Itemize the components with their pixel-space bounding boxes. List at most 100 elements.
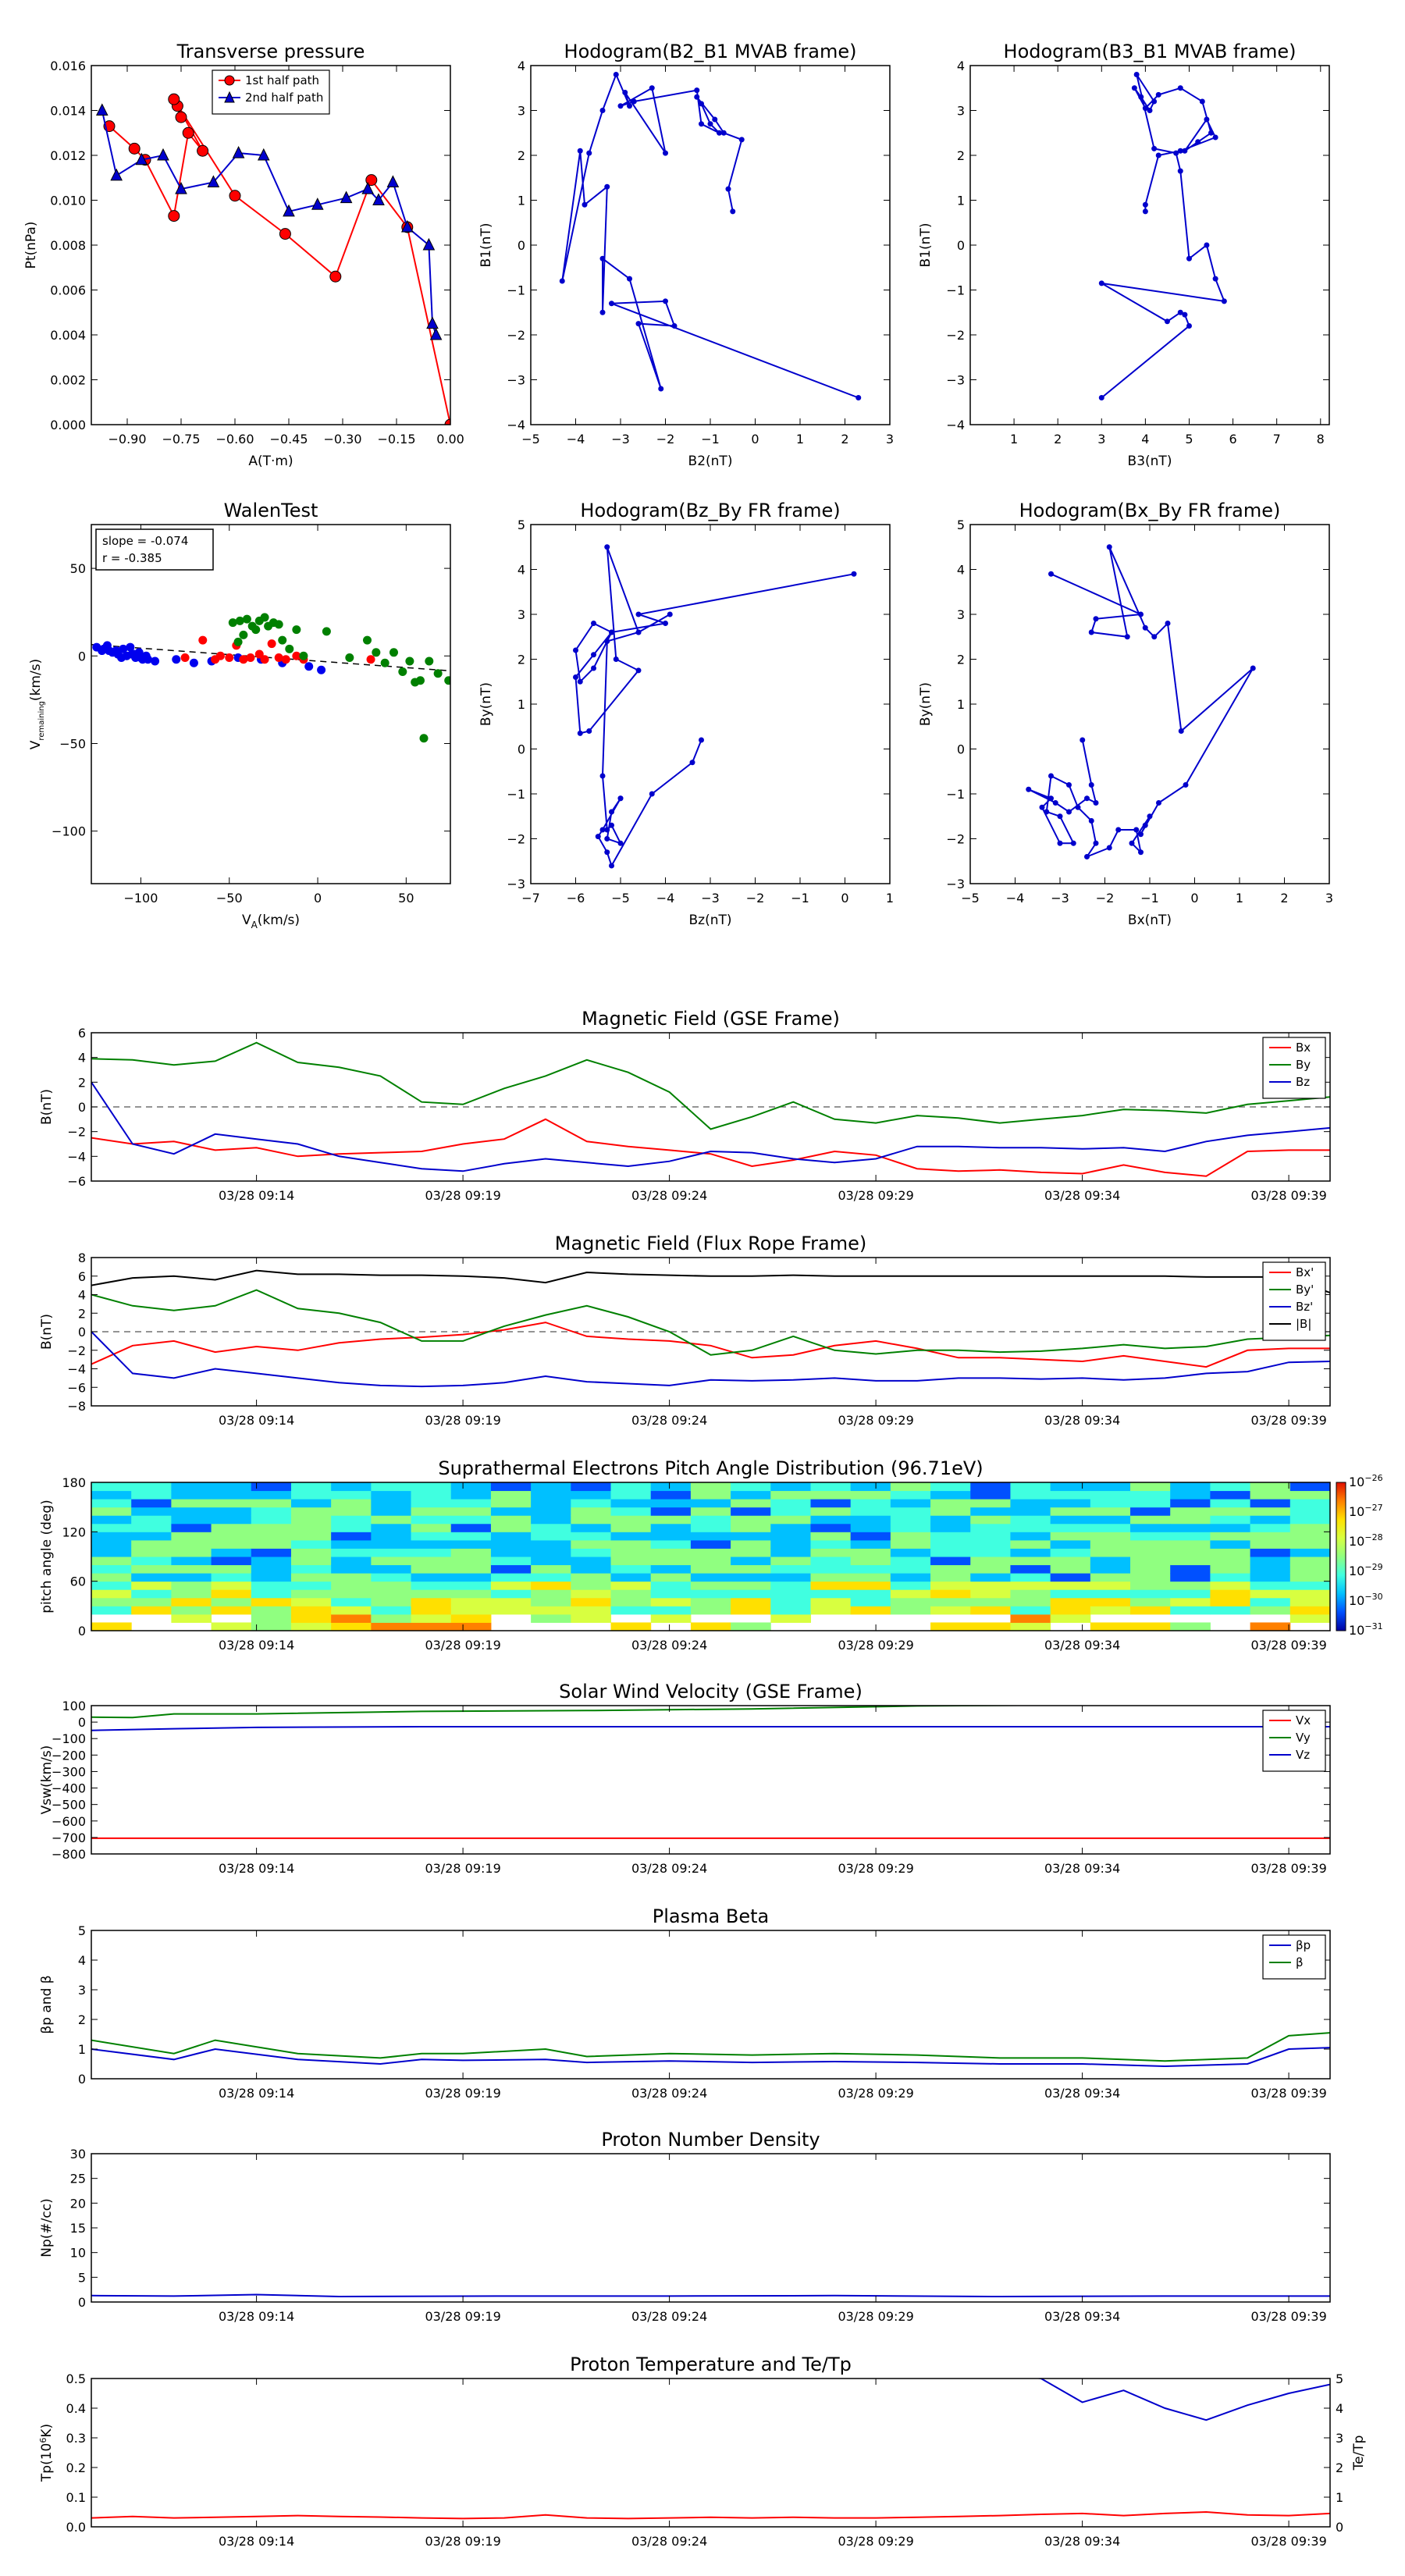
heatmap-cell bbox=[371, 1532, 412, 1541]
x-tick-label: 03/28 09:14 bbox=[219, 2534, 294, 2549]
y-tick-label: 2 bbox=[518, 148, 525, 163]
data-point bbox=[599, 773, 606, 779]
legend-label: |B| bbox=[1296, 1317, 1311, 1331]
heatmap-cell bbox=[211, 1515, 252, 1525]
axes-frame bbox=[91, 524, 451, 884]
heatmap-cell bbox=[1050, 1573, 1091, 1582]
x-tick-label: 03/28 09:29 bbox=[838, 1188, 913, 1203]
data-point bbox=[1186, 323, 1192, 329]
heatmap-cell bbox=[91, 1532, 132, 1541]
heatmap-cell bbox=[1010, 1606, 1051, 1615]
heatmap-cell bbox=[91, 1548, 132, 1557]
heatmap-cell bbox=[1210, 1597, 1251, 1606]
heatmap-cell bbox=[450, 1564, 492, 1574]
data-point bbox=[292, 625, 301, 635]
y-tick-label: −1 bbox=[946, 283, 965, 298]
colorbar-tick-label: 10−30 bbox=[1349, 1592, 1383, 1608]
heatmap-cell bbox=[290, 1490, 332, 1500]
data-point bbox=[340, 190, 353, 204]
x-tick-label: −0.60 bbox=[215, 432, 254, 447]
heatmap-cell bbox=[970, 1573, 1011, 1582]
x-tick-label: −4 bbox=[567, 432, 585, 447]
heatmap-cell bbox=[650, 1532, 692, 1541]
y-tick-label: 0.006 bbox=[50, 283, 86, 298]
data-point bbox=[667, 611, 673, 617]
heatmap-cell bbox=[770, 1507, 811, 1516]
heatmap-cell bbox=[371, 1557, 412, 1566]
heatmap-cell bbox=[610, 1482, 652, 1492]
heatmap-cell bbox=[411, 1622, 452, 1631]
y-tick-label: 3 bbox=[518, 607, 525, 622]
x-axis-label: B3(nT) bbox=[1128, 454, 1172, 469]
heatmap-cell bbox=[450, 1499, 492, 1508]
heatmap-cell bbox=[411, 1581, 452, 1590]
data-point bbox=[175, 111, 187, 123]
heatmap-cell bbox=[131, 1539, 172, 1549]
x-tick-label: 03/28 09:19 bbox=[425, 1638, 500, 1653]
heatmap-cell bbox=[810, 1548, 852, 1557]
heatmap-cell bbox=[331, 1564, 372, 1574]
heatmap-cell bbox=[531, 1597, 571, 1606]
data-point bbox=[599, 309, 606, 315]
heatmap-cell bbox=[571, 1507, 612, 1516]
heatmap-cell bbox=[690, 1548, 731, 1557]
data-point bbox=[345, 653, 354, 663]
heatmap-cell bbox=[731, 1515, 771, 1525]
heatmap-cell bbox=[211, 1490, 252, 1500]
heatmap-cell bbox=[211, 1606, 252, 1615]
y-tick-label: 1 bbox=[957, 194, 965, 208]
y-tick-label: 0.002 bbox=[50, 373, 86, 388]
y-tick-label: 1 bbox=[957, 697, 965, 712]
x-tick-label: 1 bbox=[1010, 432, 1018, 447]
heatmap-cell bbox=[1289, 1589, 1330, 1599]
data-point bbox=[225, 653, 234, 663]
chart-hb3: Hodogram(B3_B1 MVAB frame) −4 −3 −2 −1 0 1 2 3 4 1… bbox=[918, 41, 1330, 469]
y-tick-label: 4 bbox=[518, 563, 525, 578]
heatmap-cell bbox=[251, 1523, 292, 1532]
heatmap-cell bbox=[211, 1482, 252, 1492]
heatmap-cell bbox=[850, 1597, 891, 1606]
heatmap-cell bbox=[331, 1539, 372, 1549]
data-point bbox=[1115, 827, 1122, 833]
heatmap-cell bbox=[411, 1597, 452, 1606]
x-tick-label: 03/28 09:24 bbox=[631, 2086, 707, 2101]
heatmap-cell bbox=[331, 1523, 372, 1532]
legend-box bbox=[1262, 1934, 1326, 1980]
y-tick-label: −4 bbox=[507, 418, 525, 432]
heatmap-cell bbox=[1090, 1515, 1131, 1525]
heatmap-cell bbox=[91, 1499, 132, 1508]
y-right-tick-label: 2 bbox=[1336, 2460, 1343, 2475]
data-point bbox=[609, 629, 614, 635]
heatmap-cell bbox=[610, 1573, 652, 1582]
heatmap-cell bbox=[531, 1539, 571, 1549]
heatmap-cell bbox=[890, 1532, 931, 1541]
heatmap-cell bbox=[850, 1606, 891, 1615]
heatmap-cell bbox=[331, 1515, 372, 1525]
x-tick-label: 3 bbox=[1325, 891, 1333, 906]
heatmap-cell bbox=[411, 1507, 452, 1516]
heatmap-cell bbox=[610, 1564, 652, 1574]
y-tick-label: −300 bbox=[52, 1764, 86, 1779]
series-line-Vy bbox=[91, 1706, 1072, 1719]
heatmap-cell bbox=[211, 1523, 252, 1532]
heatmap-cell bbox=[1010, 1589, 1051, 1599]
y-tick-label: −2 bbox=[67, 1343, 86, 1358]
data-point bbox=[1052, 800, 1058, 806]
heatmap-cell bbox=[610, 1490, 652, 1500]
data-point bbox=[239, 630, 248, 639]
data-point bbox=[98, 646, 107, 656]
heatmap-cell bbox=[930, 1548, 971, 1557]
legend-label: Vy bbox=[1296, 1731, 1311, 1745]
heatmap-cell bbox=[810, 1482, 852, 1492]
y-tick-label: −3 bbox=[946, 877, 965, 891]
heatmap-cell bbox=[131, 1515, 172, 1525]
heatmap-cell bbox=[571, 1515, 612, 1525]
heatmap-cell bbox=[571, 1589, 612, 1599]
heatmap-cell bbox=[1170, 1499, 1211, 1508]
y-tick-label: 100 bbox=[62, 1699, 86, 1713]
heatmap-cell bbox=[411, 1490, 452, 1500]
heatmap-cell bbox=[930, 1622, 971, 1631]
heatmap-cell bbox=[371, 1490, 412, 1500]
data-point bbox=[372, 648, 381, 657]
y-axis-label: By(nT) bbox=[478, 682, 494, 726]
